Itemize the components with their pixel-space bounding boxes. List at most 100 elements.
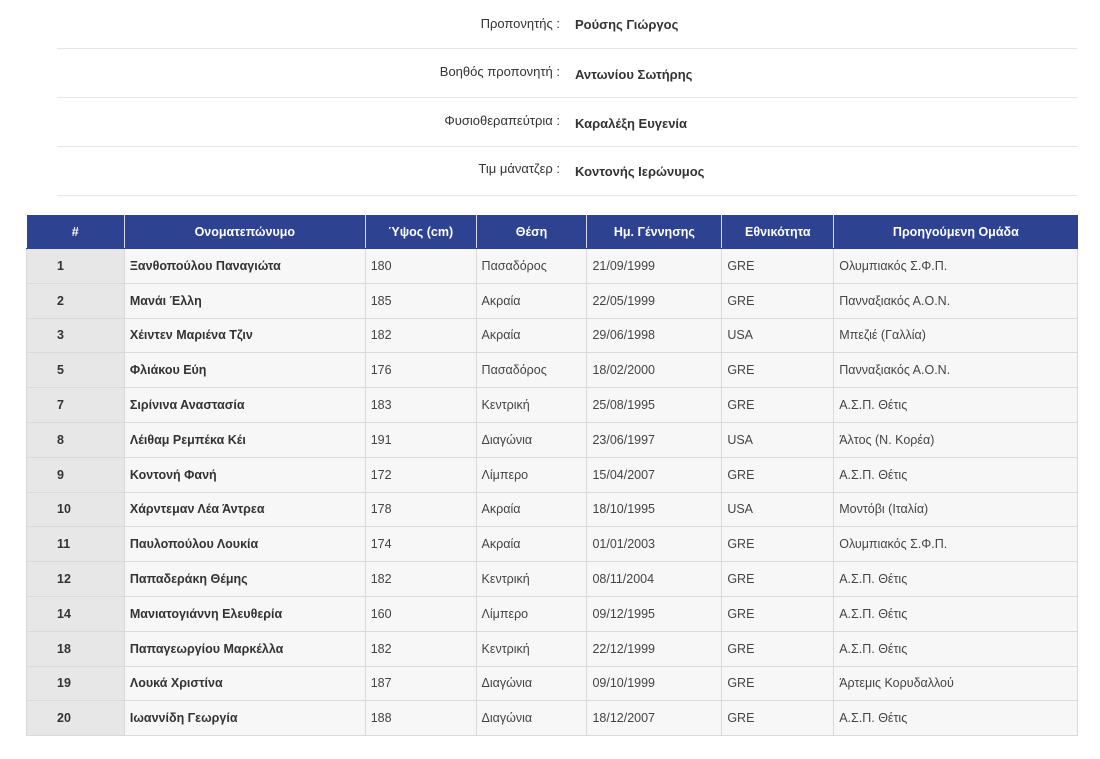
cell-previous-team: Πανναξιακός Α.Ο.Ν. xyxy=(833,282,1078,319)
table-row: 19 Λουκά Χριστίνα 187 Διαγώνια 09/10/1999 GRE… xyxy=(26,665,1078,702)
cell-name: Παπαδεράκη Θέμης xyxy=(123,561,366,597)
cell-nationality: USA xyxy=(721,317,835,354)
cell-previous-team: Α.Σ.Π. Θέτις xyxy=(833,561,1078,597)
cell-name: Χάρντεμαν Λέα Άντρεα xyxy=(123,491,366,528)
cell-previous-team: Α.Σ.Π. Θέτις xyxy=(833,595,1078,632)
cell-nationality: GRE xyxy=(721,665,835,702)
cell-number: 18 xyxy=(26,630,125,667)
cell-previous-team: Α.Σ.Π. Θέτις xyxy=(833,700,1078,737)
cell-name: Ιωαννίδη Γεωργία xyxy=(123,700,366,737)
table-header-row: # Ονοματεπώνυμο Ύψος (cm) Θέση Ημ. Γέννη… xyxy=(26,215,1078,249)
staff-row-assistant-coach: Βοηθός προπονητή : Αντωνίου Σωτήρης xyxy=(57,49,1077,98)
staff-row-coach: Προπονητής : Ρούσης Γιώργος xyxy=(57,0,1077,49)
roster-table: # Ονοματεπώνυμο Ύψος (cm) Θέση Ημ. Γέννη… xyxy=(26,215,1078,737)
cell-position: Ακραία xyxy=(475,282,588,319)
cell-nationality: GRE xyxy=(721,352,835,389)
cell-nationality: GRE xyxy=(721,526,835,563)
cell-height: 172 xyxy=(364,456,477,493)
column-header-height: Ύψος (cm) xyxy=(364,215,477,249)
cell-height: 182 xyxy=(364,630,477,667)
cell-birth-date: 15/04/2007 xyxy=(586,456,723,493)
cell-birth-date: 25/08/1995 xyxy=(586,387,723,423)
staff-label: Τιμ μάνατζερ : xyxy=(478,161,560,176)
cell-name: Σιρίνινα Αναστασία xyxy=(123,387,366,423)
table-row: 1 Ξανθοπούλου Παναγιώτα 180 Πασαδόρος 21/09/… xyxy=(26,248,1078,284)
cell-number: 3 xyxy=(26,317,125,354)
staff-row-team-manager: Τιμ μάνατζερ : Κοντονής Ιερώνυμος xyxy=(57,147,1077,196)
cell-previous-team: Α.Σ.Π. Θέτις xyxy=(833,456,1078,493)
cell-birth-date: 18/02/2000 xyxy=(586,352,723,389)
cell-birth-date: 23/06/1997 xyxy=(586,421,723,458)
cell-birth-date: 22/12/1999 xyxy=(586,630,723,667)
cell-name: Παπαγεωργίου Μαρκέλλα xyxy=(123,630,366,667)
staff-value: Αντωνίου Σωτήρης xyxy=(575,67,693,82)
cell-name: Λέιθαμ Ρεμπέκα Κέι xyxy=(123,421,366,458)
cell-name: Μανιατογιάννη Ελευθερία xyxy=(123,595,366,632)
staff-label: Φυσιοθεραπεύτρια : xyxy=(444,113,560,128)
cell-height: 176 xyxy=(364,352,477,389)
cell-birth-date: 22/05/1999 xyxy=(586,282,723,319)
staff-label: Προπονητής : xyxy=(480,16,560,31)
table-row: 10 Χάρντεμαν Λέα Άντρεα 178 Ακραία 18/10/199… xyxy=(26,491,1078,528)
staff-value: Κοντονής Ιερώνυμος xyxy=(575,164,705,179)
cell-number: 19 xyxy=(26,665,125,702)
cell-height: 185 xyxy=(364,282,477,319)
table-row: 18 Παπαγεωργίου Μαρκέλλα 182 Κεντρική 22/12/… xyxy=(26,630,1078,667)
table-row: 7 Σιρίνινα Αναστασία 183 Κεντρική 25/08/1995… xyxy=(26,387,1078,423)
column-header-position: Θέση xyxy=(475,215,587,249)
cell-nationality: GRE xyxy=(721,595,835,632)
roster-body: 1 Ξανθοπούλου Παναγιώτα 180 Πασαδόρος 21/09/… xyxy=(26,248,1078,737)
table-row: 9 Κοντονή Φανή 172 Λίμπερο 15/04/2007 GRE Α.Σ.… xyxy=(26,456,1078,493)
cell-birth-date: 01/01/2003 xyxy=(586,526,723,563)
cell-height: 182 xyxy=(364,561,477,597)
cell-previous-team: Α.Σ.Π. Θέτις xyxy=(833,387,1078,423)
cell-position: Λίμπερο xyxy=(475,595,588,632)
cell-number: 9 xyxy=(26,456,125,493)
table-row: 3 Χέιντεν Μαριένα Τζιν 182 Ακραία 29/06/1998… xyxy=(26,317,1078,354)
cell-nationality: GRE xyxy=(721,456,835,493)
cell-previous-team: Ολυμπιακός Σ.Φ.Π. xyxy=(833,526,1078,563)
column-header-previous-team: Προηγούμενη Ομάδα xyxy=(833,215,1078,249)
cell-birth-date: 18/12/2007 xyxy=(586,700,723,737)
staff-label: Βοηθός προπονητή : xyxy=(439,64,560,79)
column-header-birth-date: Ημ. Γέννησης xyxy=(586,215,722,249)
cell-nationality: USA xyxy=(721,491,835,528)
cell-name: Φλιάκου Εύη xyxy=(123,352,366,389)
cell-nationality: GRE xyxy=(721,700,835,737)
cell-position: Κεντρική xyxy=(475,387,588,423)
cell-height: 180 xyxy=(364,248,477,284)
table-row: 20 Ιωαννίδη Γεωργία 188 Διαγώνια 18/12/2007 G… xyxy=(26,700,1078,737)
cell-nationality: GRE xyxy=(721,248,835,284)
cell-number: 20 xyxy=(26,700,125,737)
cell-birth-date: 09/10/1999 xyxy=(586,665,723,702)
cell-height: 160 xyxy=(364,595,477,632)
cell-birth-date: 08/11/2004 xyxy=(586,561,723,597)
cell-name: Μανάι Έλλη xyxy=(123,282,366,319)
cell-height: 174 xyxy=(364,526,477,563)
cell-nationality: USA xyxy=(721,421,835,458)
cell-position: Κεντρική xyxy=(475,630,588,667)
column-header-number: # xyxy=(26,215,125,249)
table-row: 8 Λέιθαμ Ρεμπέκα Κέι 191 Διαγώνια 23/06/1997… xyxy=(26,421,1078,458)
table-row: 2 Μανάι Έλλη 185 Ακραία 22/05/1999 GRE Πανναξι… xyxy=(26,282,1078,319)
cell-previous-team: Άρτεμις Κορυδαλλού xyxy=(833,665,1078,702)
cell-previous-team: Μοντόβι (Ιταλία) xyxy=(833,491,1078,528)
cell-name: Παυλοπούλου Λουκία xyxy=(123,526,366,563)
cell-height: 187 xyxy=(364,665,477,702)
cell-position: Πασαδόρος xyxy=(475,248,588,284)
cell-nationality: GRE xyxy=(721,387,835,423)
cell-previous-team: Ολυμπιακός Σ.Φ.Π. xyxy=(833,248,1078,284)
cell-position: Πασαδόρος xyxy=(475,352,588,389)
cell-number: 1 xyxy=(26,248,125,284)
column-header-name: Ονοματεπώνυμο xyxy=(123,215,366,249)
cell-position: Διαγώνια xyxy=(475,421,588,458)
cell-birth-date: 29/06/1998 xyxy=(586,317,723,354)
staff-value: Καραλέξη Ευγενία xyxy=(575,116,688,131)
cell-nationality: GRE xyxy=(721,282,835,319)
cell-position: Ακραία xyxy=(475,491,588,528)
cell-height: 178 xyxy=(364,491,477,528)
cell-nationality: GRE xyxy=(721,630,835,667)
cell-previous-team: Μπεζιέ (Γαλλία) xyxy=(833,317,1078,354)
cell-number: 7 xyxy=(26,387,125,423)
cell-previous-team: Πανναξιακός Α.Ο.Ν. xyxy=(833,352,1078,389)
